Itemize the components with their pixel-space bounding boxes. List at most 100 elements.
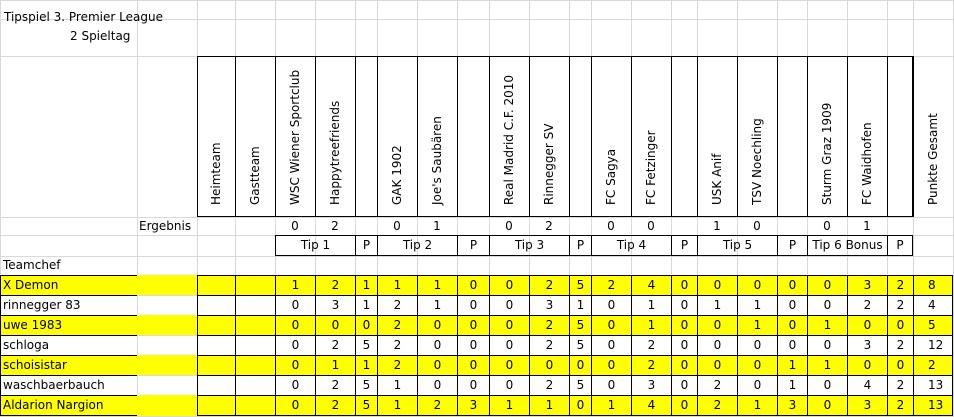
tip-value[interactable]: 1 bbox=[569, 295, 591, 315]
tip-value[interactable]: 1 bbox=[591, 395, 631, 416]
tip-value[interactable]: 2 bbox=[529, 335, 569, 355]
tip-value[interactable]: 2 bbox=[315, 275, 355, 295]
tip-value[interactable]: 0 bbox=[457, 375, 489, 395]
tip-value[interactable]: 5 bbox=[569, 275, 591, 295]
tip-value[interactable]: 0 bbox=[457, 275, 489, 295]
team-chef-name[interactable]: schloga bbox=[0, 335, 137, 355]
tip-value[interactable]: 5 bbox=[569, 335, 591, 355]
tip-value[interactable]: 2 bbox=[887, 295, 913, 315]
tip-value[interactable]: 0 bbox=[737, 275, 777, 295]
tip-value[interactable]: 1 bbox=[737, 395, 777, 416]
tip-value[interactable]: 2 bbox=[529, 315, 569, 335]
tip-value[interactable]: 4 bbox=[847, 375, 887, 395]
tip-value[interactable]: 0 bbox=[671, 355, 697, 375]
tip-value[interactable]: 0 bbox=[697, 335, 737, 355]
tip-value[interactable]: 1 bbox=[355, 295, 377, 315]
tip-value[interactable]: 2 bbox=[697, 395, 737, 416]
tip-value[interactable]: 0 bbox=[275, 335, 315, 355]
tip-value[interactable]: 1 bbox=[355, 275, 377, 295]
tip-value[interactable]: 0 bbox=[777, 335, 807, 355]
tip-value[interactable]: 1 bbox=[631, 315, 671, 335]
tip-value[interactable]: 0 bbox=[807, 335, 847, 355]
tip-value[interactable]: 1 bbox=[417, 275, 457, 295]
tip-value[interactable]: 2 bbox=[887, 335, 913, 355]
tip-value[interactable]: 0 bbox=[355, 315, 377, 335]
tip-value[interactable]: 0 bbox=[489, 315, 529, 335]
tip-value[interactable]: 2 bbox=[631, 355, 671, 375]
tip-value[interactable]: 0 bbox=[671, 275, 697, 295]
tip-value[interactable]: 1 bbox=[417, 295, 457, 315]
tip-value[interactable]: 0 bbox=[591, 335, 631, 355]
tip-value[interactable]: 1 bbox=[377, 395, 417, 416]
tip-value[interactable]: 0 bbox=[697, 355, 737, 375]
tip-value[interactable]: 1 bbox=[807, 315, 847, 335]
tip-value[interactable]: 2 bbox=[887, 395, 913, 416]
tip-value[interactable]: 1 bbox=[737, 295, 777, 315]
tip-value[interactable]: 0 bbox=[457, 315, 489, 335]
tip-value[interactable]: 5 bbox=[569, 375, 591, 395]
tip-value[interactable]: 0 bbox=[417, 375, 457, 395]
tip-value[interactable]: 0 bbox=[807, 375, 847, 395]
tip-value[interactable]: 0 bbox=[591, 315, 631, 335]
tip-value[interactable]: 2 bbox=[887, 275, 913, 295]
tip-value[interactable]: 2 bbox=[377, 315, 417, 335]
tip-value[interactable]: 2 bbox=[315, 395, 355, 416]
tip-value[interactable]: 0 bbox=[887, 315, 913, 335]
team-chef-name[interactable]: schoisistar bbox=[0, 355, 137, 375]
tip-value[interactable]: 0 bbox=[671, 315, 697, 335]
tip-value[interactable]: 0 bbox=[697, 315, 737, 335]
tip-value[interactable]: 0 bbox=[737, 355, 777, 375]
tip-value[interactable]: 2 bbox=[315, 375, 355, 395]
team-chef-name[interactable]: uwe 1983 bbox=[0, 315, 137, 335]
tip-value[interactable]: 0 bbox=[417, 355, 457, 375]
tip-value[interactable]: 1 bbox=[777, 375, 807, 395]
tip-value[interactable]: 0 bbox=[671, 375, 697, 395]
tip-value[interactable]: 0 bbox=[887, 355, 913, 375]
tip-value[interactable]: 0 bbox=[489, 295, 529, 315]
tip-value[interactable]: 2 bbox=[591, 275, 631, 295]
tip-value[interactable]: 0 bbox=[489, 375, 529, 395]
tip-value[interactable]: 1 bbox=[275, 275, 315, 295]
tip-value[interactable]: 0 bbox=[671, 395, 697, 416]
tip-value[interactable]: 2 bbox=[529, 375, 569, 395]
tip-value[interactable]: 4 bbox=[631, 275, 671, 295]
tip-value[interactable]: 5 bbox=[569, 315, 591, 335]
tip-value[interactable]: 0 bbox=[275, 355, 315, 375]
tip-value[interactable]: 3 bbox=[847, 275, 887, 295]
tip-value[interactable]: 1 bbox=[631, 295, 671, 315]
tip-value[interactable]: 4 bbox=[913, 295, 953, 315]
tip-value[interactable]: 0 bbox=[457, 295, 489, 315]
team-chef-name[interactable]: rinnegger 83 bbox=[0, 295, 137, 315]
team-chef-name[interactable]: Aldarion Nargion bbox=[0, 395, 137, 416]
tip-value[interactable]: 0 bbox=[275, 295, 315, 315]
tip-value[interactable]: 0 bbox=[847, 315, 887, 335]
tip-value[interactable]: 0 bbox=[529, 355, 569, 375]
tip-value[interactable]: 5 bbox=[355, 375, 377, 395]
tip-value[interactable]: 12 bbox=[913, 335, 953, 355]
tip-value[interactable]: 0 bbox=[777, 315, 807, 335]
tip-value[interactable]: 0 bbox=[489, 355, 529, 375]
tip-value[interactable]: 0 bbox=[275, 395, 315, 416]
tip-value[interactable]: 5 bbox=[913, 315, 953, 335]
tip-value[interactable]: 2 bbox=[887, 375, 913, 395]
tip-value[interactable]: 0 bbox=[569, 395, 591, 416]
tip-value[interactable]: 8 bbox=[913, 275, 953, 295]
tip-value[interactable]: 0 bbox=[697, 275, 737, 295]
tip-value[interactable]: 1 bbox=[807, 355, 847, 375]
tip-value[interactable]: 2 bbox=[697, 375, 737, 395]
team-chef-name[interactable]: X Demon bbox=[0, 275, 137, 295]
tip-value[interactable]: 0 bbox=[777, 295, 807, 315]
tip-value[interactable]: 0 bbox=[457, 355, 489, 375]
tip-value[interactable]: 2 bbox=[417, 395, 457, 416]
tip-value[interactable]: 0 bbox=[457, 335, 489, 355]
tip-value[interactable]: 0 bbox=[417, 335, 457, 355]
tip-value[interactable]: 1 bbox=[355, 355, 377, 375]
tip-value[interactable]: 0 bbox=[737, 375, 777, 395]
tip-value[interactable]: 3 bbox=[457, 395, 489, 416]
tip-value[interactable]: 0 bbox=[315, 315, 355, 335]
tip-value[interactable]: 0 bbox=[569, 355, 591, 375]
tip-value[interactable]: 1 bbox=[777, 355, 807, 375]
tip-value[interactable]: 0 bbox=[777, 275, 807, 295]
tip-value[interactable]: 0 bbox=[275, 315, 315, 335]
tip-value[interactable]: 0 bbox=[807, 395, 847, 416]
